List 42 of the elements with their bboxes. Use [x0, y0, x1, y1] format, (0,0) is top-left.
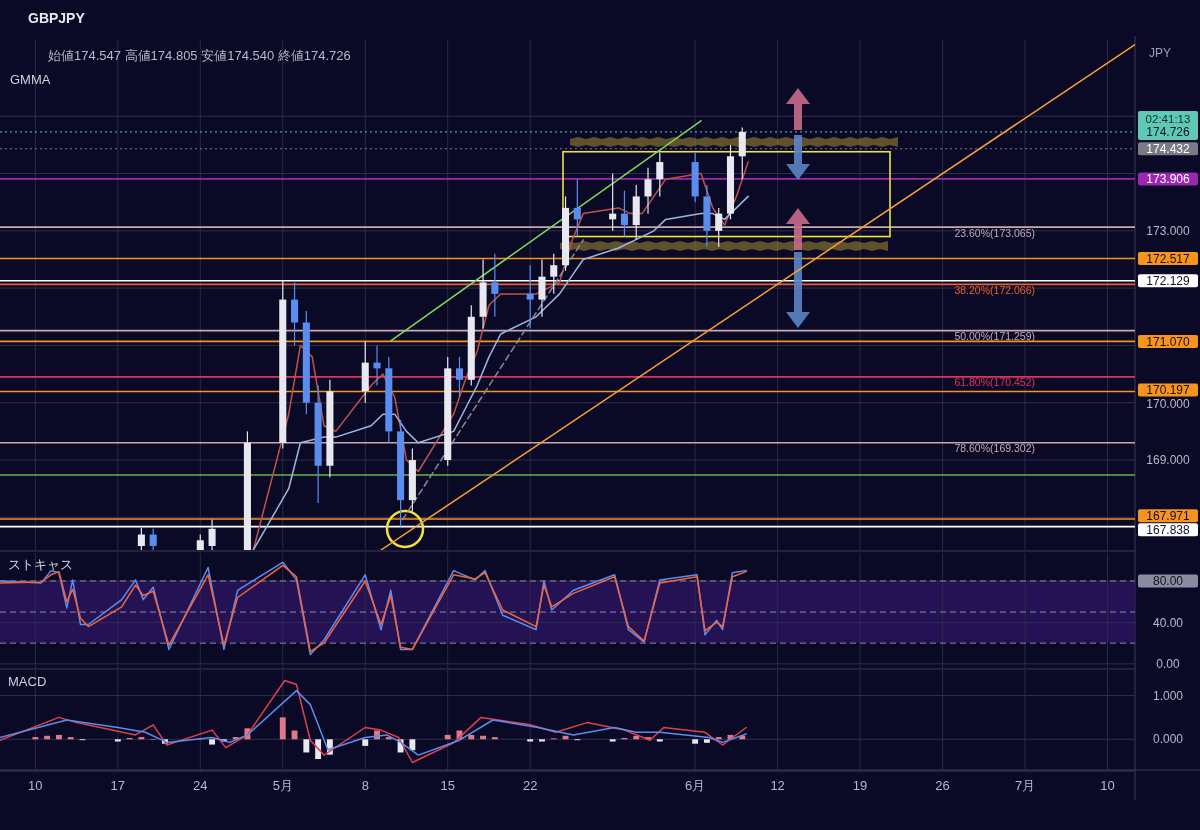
y-tick-label: 169.000	[1146, 453, 1191, 468]
annotation: 始値174.547 高値174.805 安値174.540 終値174.726	[48, 48, 351, 63]
y-tick-label: 167.971	[1146, 509, 1191, 524]
chart-title: ストキャス	[8, 557, 73, 572]
chart-title: MACD	[8, 674, 47, 689]
annotation: GMMA	[10, 72, 51, 87]
y-tick-label: 0.000	[1152, 732, 1184, 747]
x-tick-label: 10	[1100, 778, 1115, 793]
ref-line-label: 23.60%(173.065)	[954, 226, 1035, 239]
ref-line-label: 78.60%(169.302)	[954, 442, 1035, 455]
x-tick-label: 26	[935, 778, 950, 793]
x-tick-label: 17	[110, 778, 126, 793]
x-tick-label: 10	[28, 778, 43, 793]
x-tick-label: 22	[522, 778, 538, 793]
x-tick-label: 7月	[1014, 778, 1036, 793]
x-tick-label: 5月	[272, 778, 293, 793]
chart-title: GBPJPY	[28, 10, 86, 26]
y-axis-title: JPY	[1148, 46, 1172, 60]
x-tick-label: 12	[770, 778, 785, 793]
y-tick-label: 174.432	[1146, 141, 1191, 156]
y-tick-label: 172.129	[1146, 273, 1191, 288]
y-tick-label: 170.197	[1146, 383, 1191, 398]
y-tick-label: 173.000	[1146, 224, 1191, 239]
text: 02:41:13	[1145, 112, 1191, 125]
x-tick-label: 19	[852, 778, 868, 793]
y-tick-label: 170.000	[1146, 397, 1191, 412]
y-tick-label: 174.726	[1146, 125, 1191, 140]
ref-line-label: 61.80%(170.452)	[954, 376, 1035, 389]
y-tick-label: 171.070	[1146, 334, 1191, 349]
y-tick-label: 1.000	[1152, 688, 1184, 703]
y-tick-label: 40.00	[1152, 615, 1184, 630]
y-tick-label: 0.00	[1156, 657, 1180, 672]
ref-line-label: 38.20%(172.066)	[954, 283, 1035, 296]
y-tick-label: 173.906	[1146, 172, 1191, 187]
y-tick-label: 80.00	[1152, 574, 1184, 589]
y-tick-label: 172.517	[1146, 251, 1191, 266]
ref-line-label: 50.00%(171.259)	[954, 330, 1035, 343]
x-tick-label: 6月	[685, 778, 706, 793]
x-tick-label: 24	[193, 778, 208, 793]
x-tick-label: 15	[440, 778, 455, 793]
x-tick-label: 8	[361, 778, 369, 793]
y-tick-label: 167.838	[1146, 523, 1191, 538]
